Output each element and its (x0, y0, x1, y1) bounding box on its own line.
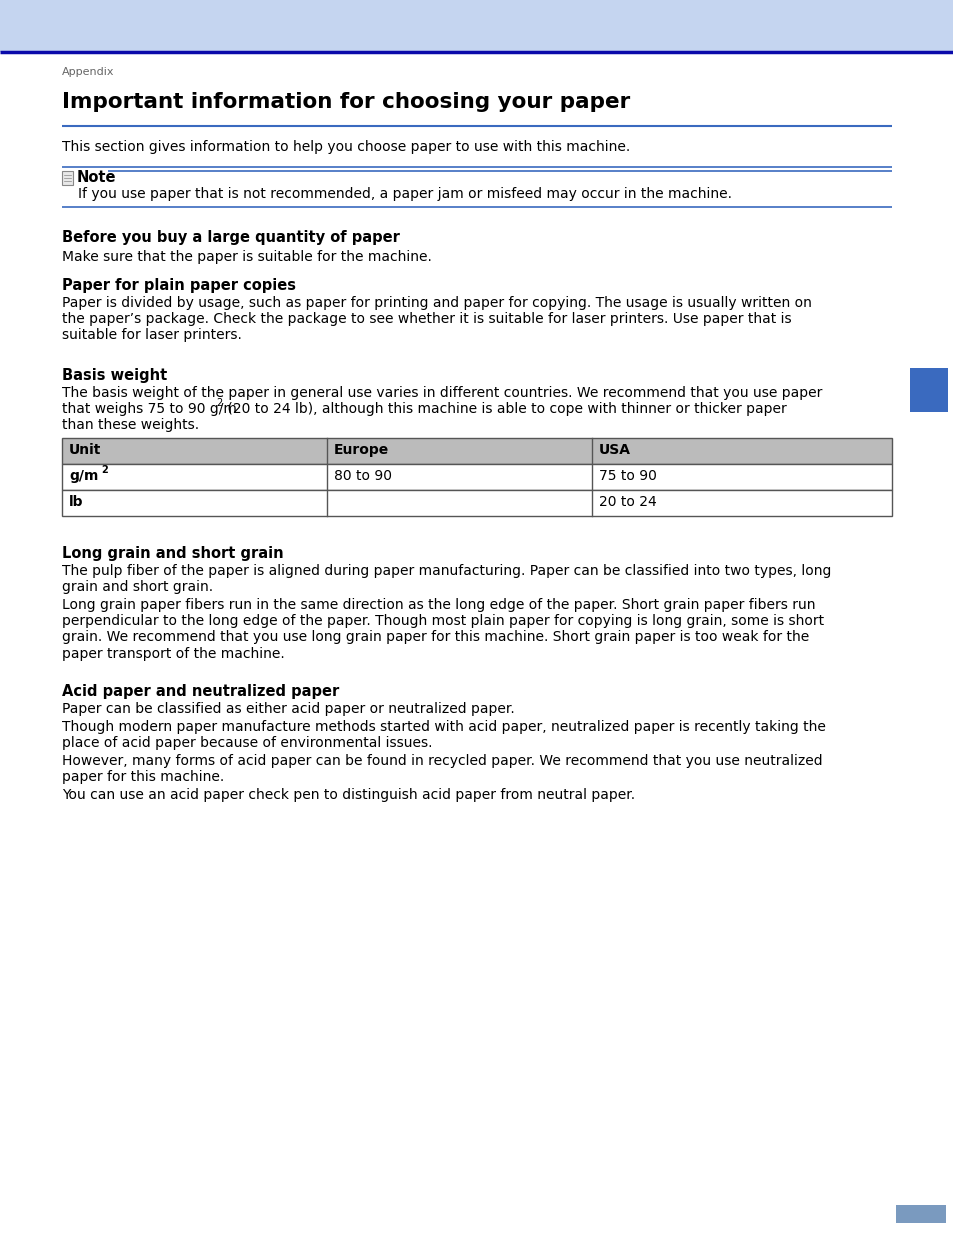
Text: USA: USA (598, 443, 630, 457)
Text: This section gives information to help you choose paper to use with this machine: This section gives information to help y… (62, 140, 630, 154)
Text: Though modern paper manufacture methods started with acid paper, neutralized pap: Though modern paper manufacture methods … (62, 720, 825, 750)
Text: The basis weight of the paper in general use varies in different countries. We r: The basis weight of the paper in general… (62, 387, 821, 400)
Text: than these weights.: than these weights. (62, 417, 199, 432)
Text: that weighs 75 to 90 g/m: that weighs 75 to 90 g/m (62, 403, 236, 416)
Text: Before you buy a large quantity of paper: Before you buy a large quantity of paper (62, 230, 399, 245)
Text: If you use paper that is not recommended, a paper jam or misfeed may occur in th: If you use paper that is not recommended… (78, 186, 731, 201)
Text: However, many forms of acid paper can be found in recycled paper. We recommend t: However, many forms of acid paper can be… (62, 755, 821, 784)
Text: Important information for choosing your paper: Important information for choosing your … (62, 91, 630, 112)
Text: Paper for plain paper copies: Paper for plain paper copies (62, 278, 295, 293)
Text: Long grain paper fibers run in the same direction as the long edge of the paper.: Long grain paper fibers run in the same … (62, 598, 823, 661)
Text: Appendix: Appendix (62, 67, 114, 77)
Text: Make sure that the paper is suitable for the machine.: Make sure that the paper is suitable for… (62, 249, 432, 264)
Text: 20 to 24: 20 to 24 (598, 495, 656, 509)
Text: g/m: g/m (69, 469, 98, 483)
Text: Long grain and short grain: Long grain and short grain (62, 546, 283, 561)
Text: 75 to 90: 75 to 90 (598, 469, 657, 483)
Text: You can use an acid paper check pen to distinguish acid paper from neutral paper: You can use an acid paper check pen to d… (62, 788, 635, 802)
Text: (20 to 24 lb), although this machine is able to cope with thinner or thicker pap: (20 to 24 lb), although this machine is … (223, 403, 786, 416)
Text: Unit: Unit (69, 443, 101, 457)
Bar (62, 464, 891, 490)
Text: 128: 128 (908, 1207, 932, 1220)
Bar (62, 438, 891, 464)
Text: The pulp fiber of the paper is aligned during paper manufacturing. Paper can be : The pulp fiber of the paper is aligned d… (62, 564, 830, 594)
Text: 80 to 90: 80 to 90 (334, 469, 392, 483)
Text: A: A (922, 374, 935, 391)
Text: Paper can be classified as either acid paper or neutralized paper.: Paper can be classified as either acid p… (62, 701, 515, 716)
Bar (62, 490, 891, 516)
Text: 2: 2 (101, 466, 108, 475)
Bar (0, 0, 953, 52)
Bar (895, 1205, 945, 1223)
Bar (909, 368, 947, 412)
Text: lb: lb (69, 495, 84, 509)
Text: Paper is divided by usage, such as paper for printing and paper for copying. The: Paper is divided by usage, such as paper… (62, 296, 811, 342)
Bar (62, 170, 73, 185)
Text: Europe: Europe (334, 443, 389, 457)
Text: Basis weight: Basis weight (62, 368, 167, 383)
Text: Acid paper and neutralized paper: Acid paper and neutralized paper (62, 684, 339, 699)
Text: Note: Note (77, 170, 116, 185)
Text: 2: 2 (215, 398, 222, 408)
